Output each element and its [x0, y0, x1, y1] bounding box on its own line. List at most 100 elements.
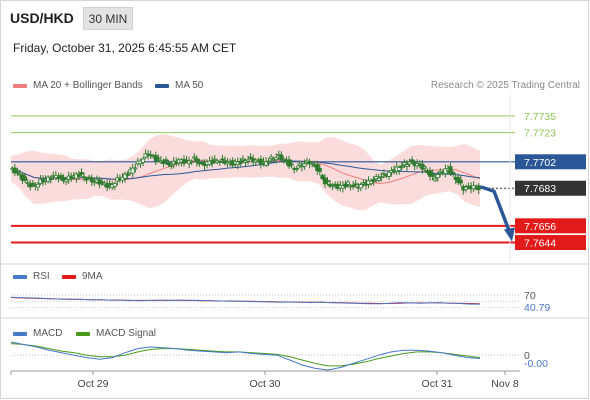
candle-body: [410, 159, 415, 162]
forecast-arrow-shaft: [480, 185, 511, 233]
candle-body: [112, 183, 117, 187]
current-label-box: [515, 180, 586, 196]
candle-body: [346, 181, 351, 185]
candle-body: [310, 162, 315, 165]
candle-body: [297, 163, 302, 166]
candle-body: [105, 183, 110, 188]
candle-body: [28, 184, 33, 188]
candle-body: [15, 171, 20, 174]
macd-current-label: -0.00: [524, 358, 548, 370]
candle-body: [64, 179, 69, 183]
macd-zero-label: 0: [524, 350, 530, 362]
legend-macd-signal: MACD Signal: [76, 328, 156, 339]
candle-body: [148, 154, 153, 157]
candle-body: [302, 163, 307, 167]
macd-line: [10, 341, 481, 371]
candle-body: [279, 154, 284, 161]
candle-body: [371, 179, 376, 182]
candle-body: [89, 177, 94, 182]
x-tick-label: Oct 30: [250, 378, 281, 390]
bollinger-band-area: [11, 134, 480, 211]
rsi-legend-label: RSI: [33, 271, 50, 282]
macd-swatch: [13, 331, 27, 336]
candle-body: [325, 180, 330, 183]
candle-body: [387, 171, 392, 177]
macd-legend-label: MACD: [33, 328, 63, 339]
timeframe-button[interactable]: 30 MIN: [83, 7, 133, 30]
candle-body: [140, 158, 145, 163]
candle-body: [399, 165, 404, 168]
candle-body: [343, 183, 348, 188]
candle-body: [23, 176, 28, 181]
rsi-ma-legend-label: 9MA: [82, 271, 103, 282]
candle-body: [35, 183, 40, 188]
candle-body: [358, 184, 363, 189]
rsi-70-label: 70: [524, 290, 536, 302]
bollinger-bands: [11, 134, 480, 211]
timestamp: Friday, October 31, 2025 6:45:55 AM CET: [13, 41, 237, 55]
candle-body: [289, 163, 294, 166]
copyright-label: Research © 2025 Trading Central: [430, 80, 580, 91]
pivot-label: 7.7702: [524, 157, 556, 169]
candle-body: [156, 157, 161, 160]
candle-body: [130, 167, 135, 174]
candle-body: [294, 167, 299, 170]
legend-rsi: RSI: [13, 271, 50, 282]
candle-body: [435, 174, 440, 179]
ma50-swatch: [155, 83, 169, 88]
rsi-line: [10, 296, 480, 305]
macd-signal-line: [10, 343, 481, 367]
candles: [10, 149, 481, 195]
candle-body: [404, 164, 409, 167]
candle-body: [430, 173, 435, 177]
candle-body: [125, 173, 130, 176]
candle-body: [192, 156, 197, 159]
support-2-label: 7.7644: [524, 238, 556, 250]
candle-body: [287, 159, 292, 167]
x-tick-label: Oct 29: [78, 378, 109, 390]
x-tick-label: Oct 31: [422, 378, 453, 390]
candle-body: [407, 161, 412, 165]
candle-body: [240, 158, 245, 161]
forecast-arrow: [480, 185, 515, 242]
candle-body: [402, 162, 407, 166]
candle-body: [87, 176, 92, 179]
candle-body: [443, 168, 448, 175]
support-2-label-box: [515, 235, 586, 251]
legend-ma50: MA 50: [155, 80, 203, 91]
support-1-label-box: [515, 218, 586, 234]
candle-body: [397, 167, 402, 171]
candle-body: [330, 184, 335, 187]
x-axis: Oct 29 Oct 30 Oct 31 Nov 8: [1, 263, 589, 390]
x-tick-label: Nov 8: [491, 378, 519, 390]
candle-body: [317, 167, 322, 172]
candle-body: [422, 166, 427, 169]
currency-pair-title: USD/HKD: [10, 10, 74, 26]
candle-body: [320, 175, 325, 179]
support-1-label: 7.7656: [524, 221, 556, 233]
level-labels: 7.7735 7.7723 7.7702 7.7683 7.7656 7.7644: [515, 111, 586, 251]
candle-body: [433, 177, 438, 181]
candle-body: [264, 161, 269, 166]
candle-body: [220, 158, 225, 161]
legend-macd: MACD: [13, 328, 62, 339]
candle-body: [79, 171, 84, 175]
macd-panel: 0-0.00: [10, 341, 548, 371]
resistance-2-label: 7.7735: [524, 111, 556, 123]
candle-body: [69, 175, 74, 180]
candle-body: [376, 177, 381, 181]
candle-body: [166, 162, 171, 166]
candle-body: [56, 176, 61, 180]
candle-body: [25, 182, 30, 184]
ma20-legend-label: MA 20 + Bollinger Bands: [33, 80, 143, 91]
candle-body: [463, 186, 468, 190]
ma20-swatch: [13, 83, 27, 88]
candle-body: [58, 175, 63, 177]
candle-body: [281, 158, 286, 161]
ma50-legend-label: MA 50: [175, 80, 204, 91]
candle-body: [30, 182, 35, 186]
candle-body: [161, 160, 166, 164]
candle-body: [194, 158, 199, 163]
rsi-current-label: 40.79: [524, 302, 550, 314]
